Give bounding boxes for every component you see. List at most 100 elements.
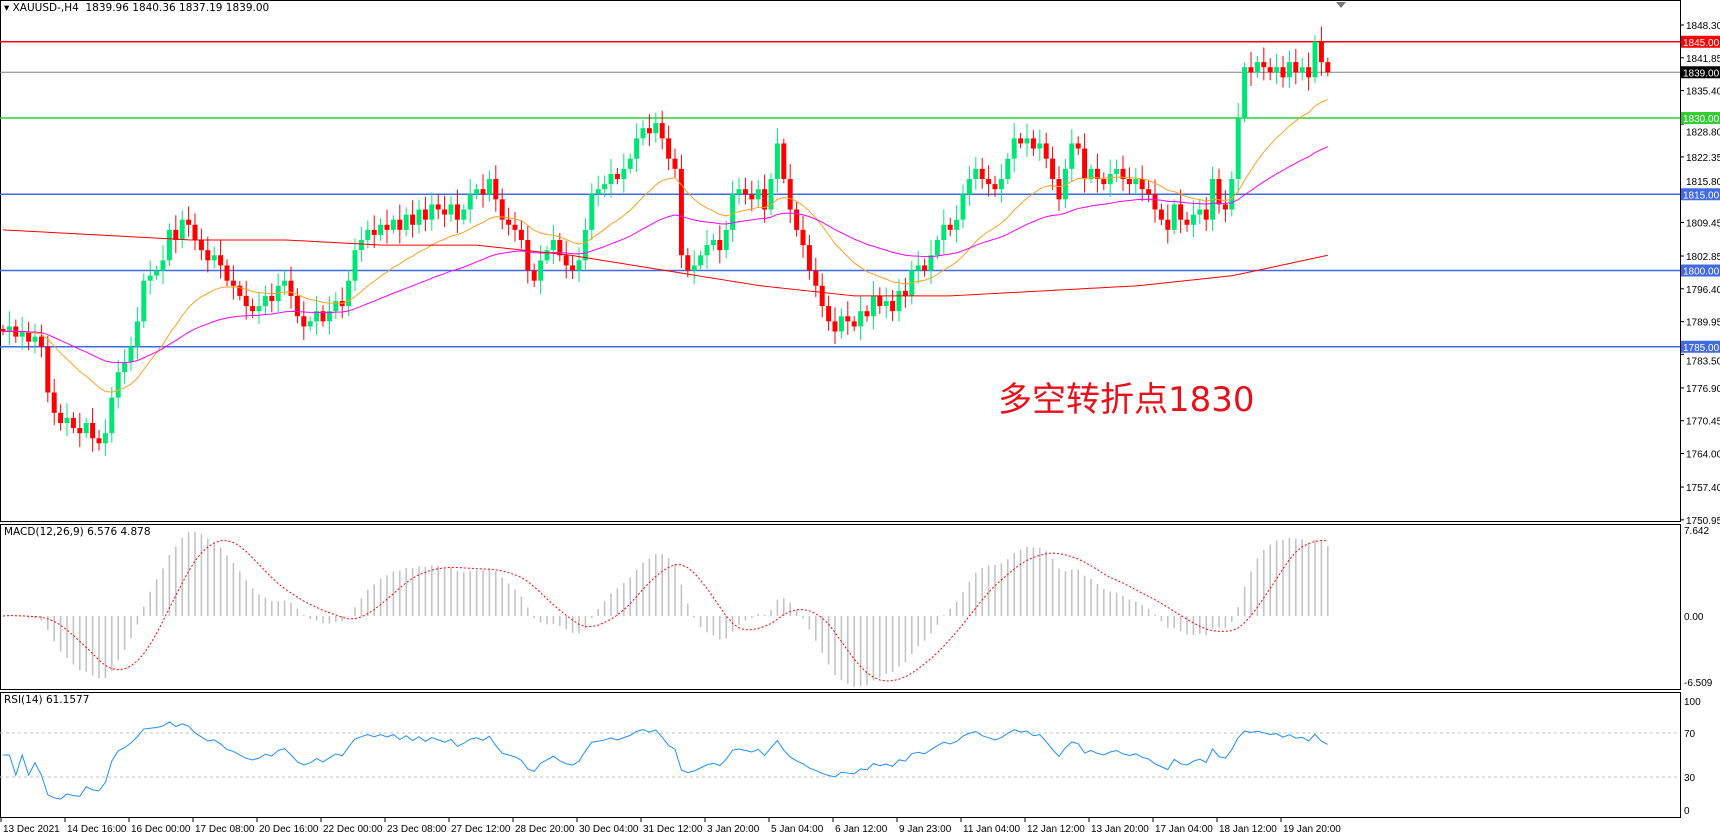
candle-body (486, 179, 492, 195)
candle-body (1018, 138, 1024, 144)
candle-body (32, 336, 38, 342)
level-price-tag (1681, 264, 1720, 277)
candle-body (704, 245, 710, 256)
candle-body (749, 194, 755, 200)
candle-body (986, 179, 992, 185)
candle-body (45, 346, 51, 393)
time-tick-label: 17 Dec 08:00 (195, 824, 255, 835)
price-tick-label: 1750.95 (1686, 516, 1720, 527)
candle-body (179, 219, 185, 241)
candle-body (1075, 143, 1081, 149)
candle-body (1069, 143, 1075, 169)
candle-body (717, 240, 723, 251)
candle-body (659, 123, 665, 139)
candle-body (730, 194, 736, 230)
price-tick-label: 1835.40 (1686, 87, 1720, 98)
symbol-label: XAUUSD-,H4 (12, 2, 79, 14)
time-tick-label: 14 Dec 16:00 (67, 824, 127, 835)
candle-body (736, 189, 742, 195)
candle-body (621, 168, 627, 180)
candle-body (1088, 168, 1094, 180)
candle-body (454, 204, 460, 220)
candle-body (826, 306, 832, 322)
level-price-tag (1681, 66, 1720, 79)
macd-tick-label: -6.509 (1684, 678, 1713, 689)
candle-body (550, 240, 556, 251)
candle-body (307, 321, 313, 327)
candle-body (755, 189, 761, 200)
candle-body (64, 417, 70, 423)
candle-body (326, 311, 332, 322)
candle-body (710, 240, 716, 246)
candle-body (531, 270, 537, 281)
price-tick-label: 1796.40 (1686, 285, 1720, 296)
candle-body (1158, 209, 1164, 220)
price-tick-label: 1815.80 (1686, 177, 1720, 188)
candle-body (947, 224, 953, 230)
candle-body (237, 285, 243, 296)
candle-body (243, 295, 249, 307)
candle-body (1171, 204, 1177, 230)
candle-body (544, 250, 550, 261)
candle-body (70, 417, 76, 429)
candle-body (723, 229, 729, 251)
chart-shift-icon (1336, 2, 1346, 8)
candle-body (634, 138, 640, 159)
candle-body (672, 158, 678, 169)
candle-body (1050, 158, 1056, 180)
time-tick-label: 28 Dec 20:00 (515, 824, 575, 835)
candle-body (1030, 138, 1036, 149)
candle-body (134, 321, 140, 347)
candle-body (608, 173, 614, 185)
price-tick-label: 1757.40 (1686, 483, 1720, 494)
candle-body (691, 265, 697, 271)
candle-body (960, 194, 966, 220)
level-price-label: 1800.00 (1683, 267, 1720, 278)
candle-body (1011, 138, 1017, 159)
rsi-tick-label: 0 (1684, 806, 1690, 817)
candle-body (941, 224, 947, 241)
time-tick-label: 6 Jan 12:00 (835, 824, 888, 835)
candle-body (365, 229, 371, 241)
ma-fast-line (2, 98, 1328, 393)
candle-body (998, 179, 1004, 190)
candle-body (461, 209, 467, 220)
candle-body (1203, 209, 1209, 220)
level-price-tag (1681, 340, 1720, 353)
candle-body (698, 255, 704, 266)
candle-body (1107, 173, 1113, 185)
candle-body (890, 301, 896, 312)
candle-body (595, 189, 601, 195)
candle-body (166, 229, 172, 261)
candle-body (800, 229, 806, 246)
level-price-tag (1681, 112, 1720, 125)
level-price-label: 1815.00 (1683, 190, 1720, 201)
rsi-label: RSI(14) 61.1577 (4, 694, 90, 706)
candle-body (1101, 179, 1107, 185)
candle-body (378, 224, 384, 235)
candle-body (154, 270, 160, 276)
price-tick-label: 1841.85 (1686, 54, 1720, 65)
candle-body (90, 422, 96, 439)
candle-body (160, 260, 166, 271)
ma-mid-line (2, 146, 1328, 364)
candle-body (358, 240, 364, 251)
price-tick-label: 1776.90 (1686, 384, 1720, 395)
candle-body (858, 311, 864, 327)
candle-body (928, 255, 934, 271)
candle-body (1216, 179, 1222, 205)
menu-triangle-icon[interactable]: ▾ (4, 2, 13, 14)
candle-body (173, 229, 179, 241)
macd-tick-label: 7.642 (1684, 526, 1709, 537)
candle-body (582, 229, 588, 261)
candle-body (26, 331, 32, 342)
candle-body (915, 265, 921, 271)
candle-body (390, 219, 396, 230)
candle-body (1267, 67, 1273, 73)
candle-body (480, 189, 486, 195)
candle-body (570, 265, 576, 271)
time-tick-label: 5 Jan 04:00 (771, 824, 824, 835)
candle-body (397, 219, 403, 230)
time-tick-label: 13 Dec 2021 (3, 824, 60, 835)
